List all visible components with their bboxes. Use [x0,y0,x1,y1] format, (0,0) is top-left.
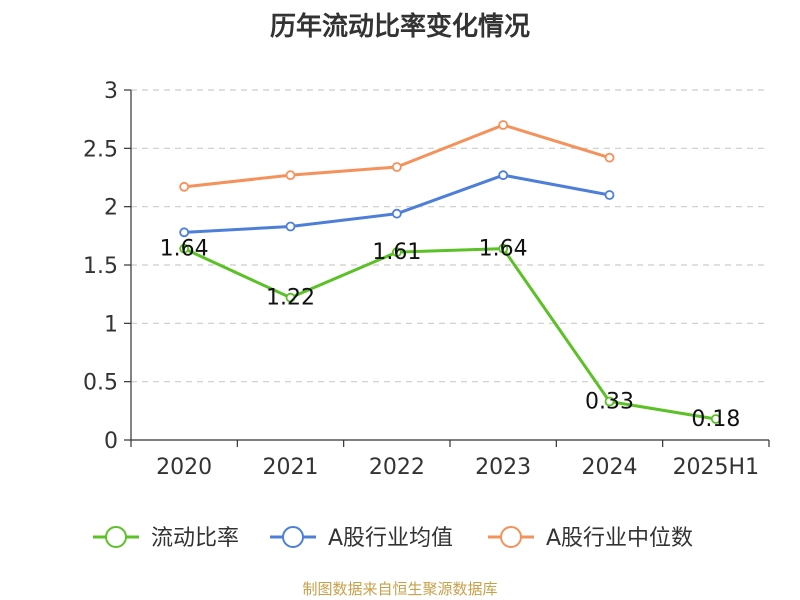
data-label: 0.33 [585,390,634,415]
y-tick-label: 1 [104,312,118,337]
y-tick-label: 2.5 [83,137,118,162]
data-point [498,170,509,181]
legend-marker-icon [500,526,522,548]
series-line [184,173,610,234]
legend-label: A股行业均值 [328,526,453,551]
series-line [184,123,610,189]
data-labels: 1.64 1.22 1.61 1.64 0.33 0.18 [160,237,741,432]
data-point [285,221,296,232]
data-point [179,243,190,254]
y-tick-label: 3 [104,79,118,104]
source-note: 制图数据来自恒生聚源数据库 [302,580,498,598]
data-label: 1.61 [372,240,421,265]
x-tick-label: 2022 [369,455,425,480]
data-point [604,190,615,200]
x-tick-label: 2021 [263,455,319,480]
grid-lines [131,89,769,383]
data-point [285,292,296,303]
y-tick-label: 1.5 [83,254,118,279]
data-point [391,247,402,258]
data-label: 1.64 [160,237,209,262]
data-point [710,414,721,424]
y-tick-label: 2 [104,196,118,221]
legend: 流动比率 A股行业均值 A股行业中位数 [93,526,693,551]
data-point [179,227,190,238]
legend-label: 流动比率 [151,526,239,551]
legend-label: A股行业中位数 [546,526,693,551]
data-point [179,181,190,192]
legend-item[interactable]: A股行业中位数 [488,526,693,551]
data-label: 0.18 [691,407,740,432]
y-tick-label: 0.5 [83,371,118,396]
data-point [604,152,615,163]
series-lines [179,120,721,424]
data-point [391,208,402,219]
data-point [391,162,402,172]
x-tick-label: 2025H1 [673,455,760,480]
data-label: 1.64 [479,237,528,262]
y-tick-label: 0 [104,429,118,454]
legend-item[interactable]: 流动比率 [93,526,239,551]
x-tick-label: 2023 [475,455,531,480]
series-line [183,247,717,421]
data-point [498,243,509,254]
x-tick-label: 2020 [156,455,212,480]
legend-marker-icon [282,526,304,548]
data-label: 1.22 [266,286,315,311]
axes: 0 0.5 1 1.5 2 2.5 3 2020 2021 2022 2023 2024 2025H1 [83,79,770,480]
legend-item[interactable]: A股行业均值 [270,526,453,551]
data-point [498,120,509,130]
legend-marker-icon [105,526,127,548]
data-point [604,396,615,407]
chart-title: 历年流动比率变化情况 [269,12,530,42]
x-tick-label: 2024 [582,455,638,480]
data-point [285,170,296,181]
